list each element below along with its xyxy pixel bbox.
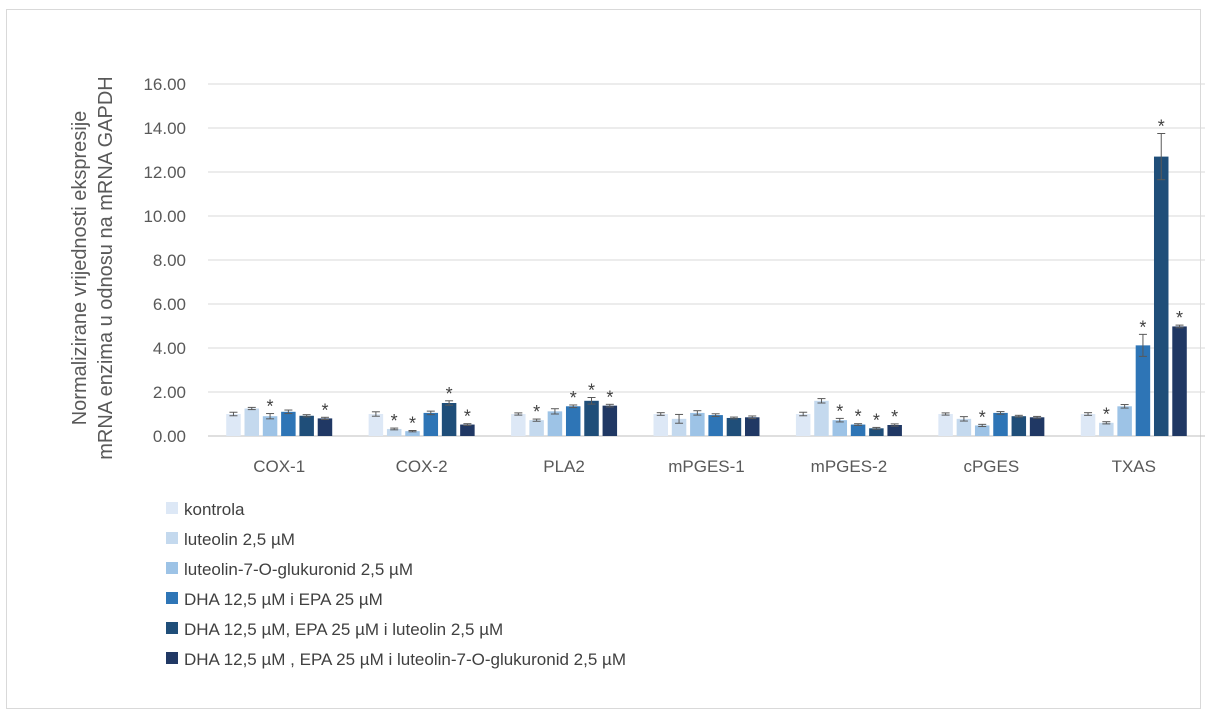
bar	[745, 417, 760, 436]
y-axis-label: Normalizirane vrijednosti ekspresije mRN…	[69, 76, 117, 460]
y-tick-label: 0.00	[153, 427, 186, 446]
legend-swatch	[166, 532, 178, 544]
significance-marker: *	[446, 384, 453, 404]
bar	[850, 424, 866, 436]
x-category-label: cPGES	[963, 457, 1019, 476]
legend-swatch	[166, 562, 178, 574]
legend-swatch	[166, 622, 178, 634]
x-axis-categories: COX-1 COX-2 PLA2 mPGES-1 mPGES-2 cPGES TXAS	[253, 457, 1156, 476]
bar	[602, 405, 618, 436]
bar	[795, 414, 811, 436]
y-tick-label: 2.00	[153, 383, 186, 402]
significance-marker: *	[464, 407, 471, 427]
y-tick-label: 8.00	[153, 251, 186, 270]
legend-label: DHA 12,5 µM i EPA 25 µM	[184, 590, 383, 609]
bars: * * * * * * * * * * * * * * * * * * *	[226, 117, 1187, 436]
bar	[832, 420, 848, 436]
bar	[226, 414, 241, 436]
gridlines	[208, 83, 1205, 437]
bar	[511, 414, 526, 436]
bar	[974, 425, 990, 436]
bar	[317, 418, 333, 436]
x-category-label: COX-1	[253, 457, 305, 476]
significance-marker: *	[391, 411, 398, 431]
legend-swatch	[166, 592, 178, 604]
legend-label: luteolin-7-O-glukuronid 2,5 µM	[184, 560, 413, 579]
legend-label: DHA 12,5 µM, EPA 25 µM i luteolin 2,5 µM	[184, 620, 503, 639]
y-tick-label: 12.00	[143, 163, 186, 182]
significance-marker: *	[606, 387, 613, 407]
legend-label: luteolin 2,5 µM	[184, 530, 295, 549]
bar	[814, 400, 829, 436]
significance-marker: *	[1139, 317, 1146, 337]
significance-marker: *	[891, 407, 898, 427]
bar	[1029, 417, 1045, 436]
legend-label: DHA 12,5 µM , EPA 25 µM i luteolin-7-O-g…	[184, 650, 626, 669]
bar	[1099, 422, 1114, 436]
significance-marker: *	[409, 414, 416, 434]
y-axis-label-line-2: mRNA enzima u odnosu na mRNA GAPDH	[95, 76, 117, 460]
bar	[262, 416, 278, 436]
significance-marker: *	[836, 401, 843, 421]
legend-swatch	[166, 502, 178, 514]
y-tick-label: 14.00	[143, 119, 186, 138]
significance-marker: *	[533, 402, 540, 422]
bar	[1153, 156, 1169, 436]
bar	[244, 408, 260, 436]
bar	[708, 415, 723, 436]
y-tick-label: 10.00	[143, 207, 186, 226]
bar	[726, 417, 742, 436]
significance-marker: *	[1103, 405, 1110, 425]
bar	[1080, 414, 1096, 436]
significance-marker: *	[267, 397, 274, 417]
bar	[423, 412, 439, 436]
bar	[386, 428, 402, 436]
x-category-label: mPGES-1	[668, 457, 745, 476]
bar	[405, 431, 420, 436]
significance-marker: *	[321, 400, 328, 420]
bar	[460, 424, 475, 436]
significance-marker: *	[1176, 308, 1183, 328]
bar	[368, 414, 384, 436]
bar	[1011, 416, 1027, 436]
bar	[653, 414, 668, 436]
bar	[938, 414, 953, 436]
significance-marker: *	[855, 407, 862, 427]
significance-marker: *	[588, 381, 595, 401]
y-axis-label-line-1: Normalizirane vrijednosti ekspresije	[69, 111, 91, 426]
legend: kontrola luteolin 2,5 µM luteolin-7-O-gluk…	[166, 500, 626, 669]
x-category-label: COX-2	[396, 457, 448, 476]
y-axis-ticks: 0.00 2.00 4.00 6.00 8.00 10.00 12.00 14.00 16.00	[143, 75, 186, 446]
bar	[441, 403, 457, 436]
x-category-label: TXAS	[1112, 457, 1156, 476]
y-tick-label: 16.00	[143, 75, 186, 94]
significance-marker: *	[1158, 117, 1165, 137]
significance-marker: *	[979, 407, 986, 427]
bar	[1135, 345, 1151, 436]
bar	[1172, 326, 1187, 436]
bar	[869, 428, 884, 436]
significance-marker: *	[873, 410, 880, 430]
bar	[299, 415, 314, 436]
legend-swatch	[166, 652, 178, 664]
bar	[584, 400, 599, 436]
x-category-label: mPGES-2	[811, 457, 888, 476]
bar	[993, 412, 1008, 436]
x-category-label: PLA2	[543, 457, 585, 476]
chart-frame	[6, 9, 1201, 709]
significance-marker: *	[570, 388, 577, 408]
bar	[956, 418, 972, 436]
bar	[565, 406, 581, 436]
y-tick-label: 6.00	[153, 295, 186, 314]
bar	[887, 425, 902, 436]
bar	[281, 411, 296, 436]
legend-label: kontrola	[184, 500, 245, 519]
bar	[529, 420, 544, 436]
bar	[1117, 406, 1132, 436]
bar	[690, 412, 705, 436]
y-tick-label: 4.00	[153, 339, 186, 358]
bar	[547, 411, 563, 436]
